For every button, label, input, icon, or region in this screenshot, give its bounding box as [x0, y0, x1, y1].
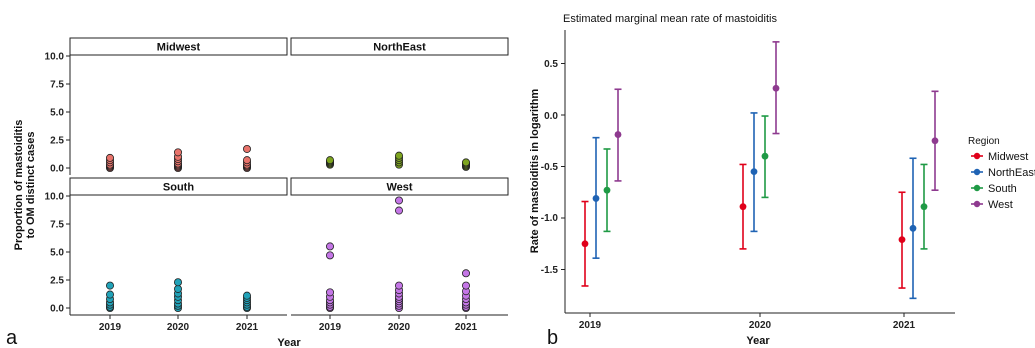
x-tick-label: 2019	[99, 322, 122, 333]
mean-point	[614, 131, 622, 138]
mean-point	[603, 186, 611, 194]
mean-point	[739, 203, 747, 211]
mean-point	[898, 236, 906, 244]
scatter-points-a	[106, 144, 470, 312]
y-axis-title-a: Proportion of mastoiditis to OM distinct…	[13, 120, 37, 251]
strip-south	[69, 177, 288, 196]
mean-point	[592, 195, 600, 202]
legend-label: West	[988, 199, 1013, 211]
y-axis-title-b: Rate of mastoiditis in logarithm	[529, 89, 541, 254]
data-point	[242, 144, 251, 153]
x-ticks-b: 2019 2020 2021	[579, 313, 916, 331]
data-point	[242, 291, 251, 300]
error-bars-b	[581, 41, 939, 300]
strip-northeast	[290, 37, 509, 56]
data-point	[106, 153, 115, 162]
y-tick-label: 5.0	[50, 248, 64, 259]
y-tick-label: 0.0	[50, 164, 64, 175]
panel-label-a: a	[6, 327, 18, 348]
y-tick-label: 10.0	[45, 52, 65, 63]
panel-b: Estimated marginal mean rate of mastoidi…	[529, 13, 1035, 348]
y-tick-label: 0.5	[544, 59, 558, 70]
x-axis-title-b: Year	[746, 335, 770, 347]
legend-key-point	[973, 200, 981, 208]
y-tick-label: 2.5	[50, 276, 64, 287]
legend-key-point	[973, 152, 981, 160]
panel-label-b: b	[547, 327, 558, 348]
data-point	[461, 281, 470, 290]
y-tick-label: 2.5	[50, 136, 64, 147]
data-point	[173, 278, 182, 287]
data-point	[394, 196, 403, 205]
mean-point	[772, 84, 780, 92]
x-tick-label: 2020	[388, 322, 411, 333]
strip-label-northeast: NorthEast	[373, 42, 426, 54]
mean-point	[909, 224, 917, 232]
data-point	[325, 156, 334, 165]
legend-label: South	[988, 183, 1017, 195]
x-tick-label: 2020	[167, 322, 190, 333]
legend: Region Midwest NorthEast South West	[968, 136, 1035, 211]
data-point	[173, 284, 182, 293]
x-axis-title-a: Year	[277, 337, 301, 348]
data-point	[242, 156, 251, 165]
data-point	[461, 269, 470, 278]
data-point	[106, 290, 115, 299]
legend-title: Region	[968, 136, 1000, 147]
x-tick-label: 2019	[319, 322, 342, 333]
y-tick-label: -0.5	[541, 162, 559, 173]
strip-midwest	[69, 37, 288, 56]
data-point	[325, 242, 334, 251]
mean-point	[581, 240, 589, 248]
data-point	[106, 281, 115, 290]
y-axis-title-line2: to OM distinct cases	[25, 132, 37, 239]
x-tick-label: 2021	[236, 322, 259, 333]
y-tick-label: -1.5	[541, 265, 559, 276]
data-point	[325, 251, 334, 260]
data-point	[461, 158, 470, 167]
y-tick-label: 7.5	[50, 220, 64, 231]
legend-key-point	[973, 168, 981, 176]
legend-label: Midwest	[988, 151, 1028, 163]
y-tick-label: 7.5	[50, 80, 64, 91]
y-ticks-b: -1.5 -1.0 -0.5 0.0 0.5	[541, 59, 565, 276]
strip-label-west: West	[386, 182, 412, 194]
mean-point	[761, 152, 769, 160]
x-tick-label: 2021	[455, 322, 478, 333]
strip-label-south: South	[163, 182, 194, 194]
data-point	[173, 148, 182, 157]
y-tick-label: 10.0	[45, 192, 65, 203]
strip-label-midwest: Midwest	[157, 42, 201, 54]
legend-key-point	[973, 184, 981, 192]
y-tick-label: 0.0	[544, 111, 558, 122]
x-tick-label: 2020	[749, 320, 772, 331]
mean-point	[750, 168, 758, 176]
mean-point	[920, 203, 928, 211]
mean-point	[931, 137, 939, 145]
legend-items: Midwest NorthEast South West	[971, 151, 1035, 211]
x-tick-label: 2019	[579, 320, 602, 331]
y-axis-title-line1: Proportion of mastoiditis	[13, 120, 25, 251]
data-point	[394, 206, 403, 215]
data-point	[394, 151, 403, 160]
y-ticks-bottom: 0.0 2.5 5.0 7.5 10.0	[45, 192, 70, 315]
y-tick-label: -1.0	[541, 213, 559, 224]
chart-title-b: Estimated marginal mean rate of mastoidi…	[563, 13, 777, 25]
y-tick-label: 0.0	[50, 304, 64, 315]
y-tick-label: 5.0	[50, 108, 64, 119]
legend-label: NorthEast	[988, 167, 1035, 179]
strip-west	[290, 177, 509, 196]
y-ticks-top: 0.0 2.5 5.0 7.5 10.0	[45, 52, 70, 175]
data-point	[394, 281, 403, 290]
x-tick-label: 2021	[893, 320, 916, 331]
x-ticks-a: 2019 2020 2021 2019 2020 2021	[99, 315, 478, 333]
panel-a: Midwest NorthEast South West 0.0 2.5 5.0…	[6, 37, 509, 348]
data-point	[325, 288, 334, 297]
